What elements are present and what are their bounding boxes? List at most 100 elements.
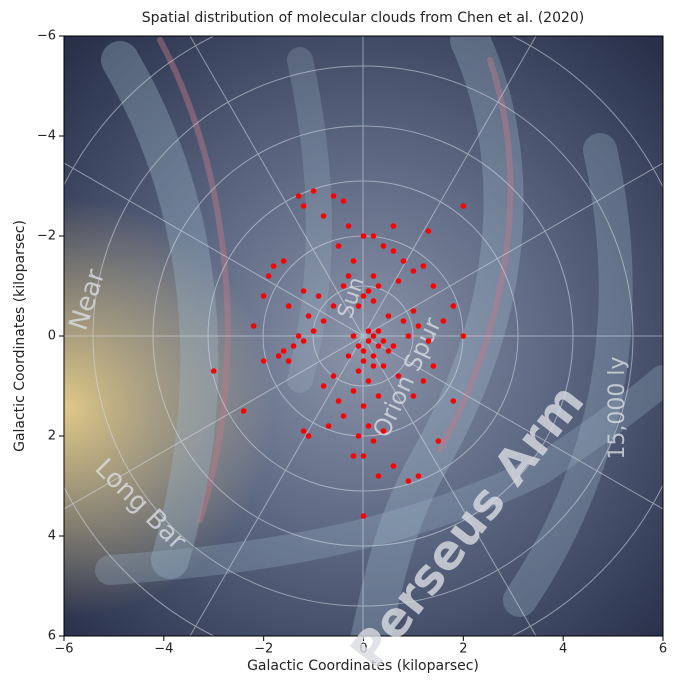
cloud-point xyxy=(415,323,422,329)
x-tick-label: 0 xyxy=(359,642,367,657)
cloud-point xyxy=(405,478,412,484)
cloud-point xyxy=(260,358,267,364)
cloud-point xyxy=(410,308,417,314)
cloud-point xyxy=(345,273,352,279)
cloud-point xyxy=(370,298,377,304)
cloud-point xyxy=(300,203,307,209)
cloud-point xyxy=(385,348,392,354)
cloud-point xyxy=(355,303,362,309)
cloud-point xyxy=(410,268,417,274)
cloud-point xyxy=(425,228,432,234)
cloud-point xyxy=(335,243,342,249)
x-tick-label: 4 xyxy=(559,642,567,657)
cloud-point xyxy=(285,303,292,309)
cloud-point xyxy=(210,368,217,374)
cloud-point xyxy=(270,263,277,269)
cloud-point xyxy=(355,343,362,349)
cloud-point xyxy=(365,423,372,429)
cloud-point xyxy=(330,303,337,309)
cloud-point xyxy=(415,473,422,479)
cloud-point xyxy=(240,408,247,414)
cloud-point xyxy=(360,513,367,519)
cloud-point xyxy=(310,188,317,194)
cloud-point xyxy=(370,438,377,444)
cloud-point xyxy=(265,273,272,279)
map-annotation: 15,000 ly xyxy=(605,356,630,459)
x-tick-label: 2 xyxy=(459,642,467,657)
x-tick-label: 6 xyxy=(659,642,667,657)
cloud-point xyxy=(350,258,357,264)
cloud-point xyxy=(320,213,327,219)
cloud-point xyxy=(360,293,367,299)
cloud-point xyxy=(355,433,362,439)
cloud-point xyxy=(300,288,307,294)
cloud-point xyxy=(370,363,377,369)
cloud-point xyxy=(330,373,337,379)
cloud-point xyxy=(365,328,372,334)
cloud-point xyxy=(280,348,287,354)
y-tick-label: 4 xyxy=(48,529,56,544)
x-axis-label: Galactic Coordinates (kiloparsec) xyxy=(247,658,479,674)
cloud-point xyxy=(295,193,302,199)
cloud-point xyxy=(340,283,347,289)
cloud-point xyxy=(390,223,397,229)
cloud-point xyxy=(440,318,447,324)
cloud-point xyxy=(335,398,342,404)
cloud-point xyxy=(360,348,367,354)
cloud-point xyxy=(380,363,387,369)
cloud-point xyxy=(305,433,312,439)
cloud-point xyxy=(290,343,297,349)
cloud-point xyxy=(390,343,397,349)
cloud-point xyxy=(310,328,317,334)
cloud-point xyxy=(345,353,352,359)
cloud-point xyxy=(380,243,387,249)
cloud-point xyxy=(260,293,267,299)
cloud-point xyxy=(250,323,257,329)
cloud-point xyxy=(400,258,407,264)
y-tick-label: 2 xyxy=(48,429,56,444)
cloud-point xyxy=(400,318,407,324)
cloud-point xyxy=(375,343,382,349)
cloud-point xyxy=(305,313,312,319)
y-tick-label: 0 xyxy=(48,329,56,344)
cloud-point xyxy=(360,358,367,364)
y-tick-label: −6 xyxy=(37,29,56,44)
cloud-point xyxy=(420,378,427,384)
cloud-point xyxy=(405,333,412,339)
cloud-point xyxy=(375,328,382,334)
cloud-point xyxy=(365,288,372,294)
x-tick-label: −6 xyxy=(54,642,73,657)
y-tick-label: −2 xyxy=(37,229,56,244)
cloud-point xyxy=(460,203,467,209)
cloud-point xyxy=(320,318,327,324)
x-tick-label: −4 xyxy=(154,642,173,657)
cloud-point xyxy=(370,273,377,279)
cloud-point xyxy=(350,453,357,459)
cloud-point xyxy=(340,198,347,204)
cloud-point xyxy=(460,333,467,339)
cloud-point xyxy=(375,473,382,479)
cloud-point xyxy=(450,398,457,404)
cloud-point xyxy=(410,393,417,399)
cloud-point xyxy=(360,403,367,409)
x-tick-label: −2 xyxy=(254,642,273,657)
cloud-point xyxy=(320,383,327,389)
cloud-point xyxy=(280,258,287,264)
cloud-point xyxy=(300,428,307,434)
cloud-point xyxy=(365,378,372,384)
cloud-point xyxy=(315,293,322,299)
cloud-point xyxy=(420,263,427,269)
cloud-point xyxy=(330,193,337,199)
cloud-point xyxy=(360,233,367,239)
cloud-point xyxy=(450,303,457,309)
y-tick-label: 6 xyxy=(48,629,56,644)
cloud-point xyxy=(430,283,437,289)
cloud-point xyxy=(285,358,292,364)
cloud-point xyxy=(275,353,282,359)
cloud-point xyxy=(350,388,357,394)
cloud-point xyxy=(390,248,397,254)
cloud-point xyxy=(365,338,372,344)
y-axis-label: Galactic Coordinates (kiloparsec) xyxy=(12,220,28,452)
y-tick-label: −4 xyxy=(37,129,56,144)
